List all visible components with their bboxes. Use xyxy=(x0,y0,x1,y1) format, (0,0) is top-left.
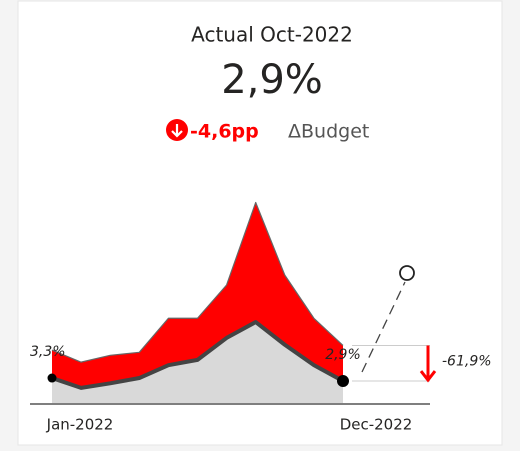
actual-line xyxy=(51,320,344,390)
actual-dot xyxy=(337,375,349,388)
kpi-value: 2,9% xyxy=(221,57,323,103)
budget-line xyxy=(51,201,344,363)
actual-dot xyxy=(47,373,57,383)
x-tick-label: Jan-2022 xyxy=(46,416,114,434)
delta-value: -4,6pp xyxy=(190,121,259,143)
delta-caption: ΔBudget xyxy=(288,121,369,143)
forecast-dash xyxy=(361,281,406,373)
delta-icon-arrow xyxy=(171,124,183,138)
data-label: 3,3% xyxy=(30,344,66,360)
forecast-pin xyxy=(399,265,415,281)
x-tick-label: Dec-2022 xyxy=(340,416,413,434)
data-label: 2,9% xyxy=(325,347,361,363)
delta-arrow xyxy=(419,345,437,383)
area-fill xyxy=(52,322,343,403)
delta-pct-label: -61,9% xyxy=(442,353,492,369)
card-title: Actual Oct-2022 xyxy=(191,23,353,47)
